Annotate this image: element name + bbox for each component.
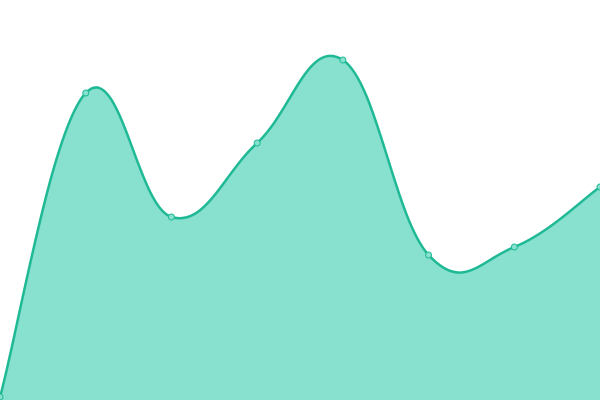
point [0, 393, 4, 400]
point [510, 243, 518, 251]
area-fill [0, 56, 600, 400]
point [425, 251, 433, 259]
point [253, 139, 261, 147]
point [82, 89, 90, 97]
point [596, 183, 600, 191]
point [167, 213, 175, 221]
point [339, 56, 347, 64]
